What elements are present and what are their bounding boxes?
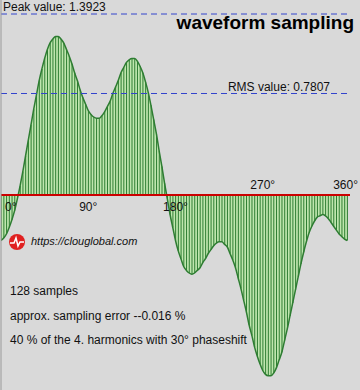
html-text:approx. sampling error --0.016: approx. sampling error --0.016 % bbox=[10, 308, 186, 323]
svg-text:0°: 0° bbox=[8, 200, 17, 214]
html-text:waveform sampling: waveform sampling bbox=[176, 12, 354, 33]
svg-text:RMS value: 0.7807: RMS value: 0.7807 bbox=[228, 80, 330, 94]
html-text:128 samples: 128 samples bbox=[10, 284, 78, 298]
html-text:https://clouglobal.com: https://clouglobal.com bbox=[31, 235, 138, 247]
svg-text:180°: 180° bbox=[163, 200, 188, 214]
svg-text:Peak value: 1.3923: Peak value: 1.3923 bbox=[8, 0, 106, 14]
html-text:40 % of the 4. harmonics with: 40 % of the 4. harmonics with 30° phases… bbox=[10, 333, 247, 347]
svg-text:270°: 270° bbox=[250, 178, 275, 192]
svg-text:360°: 360° bbox=[333, 178, 352, 192]
svg-text:90°: 90° bbox=[79, 200, 97, 214]
